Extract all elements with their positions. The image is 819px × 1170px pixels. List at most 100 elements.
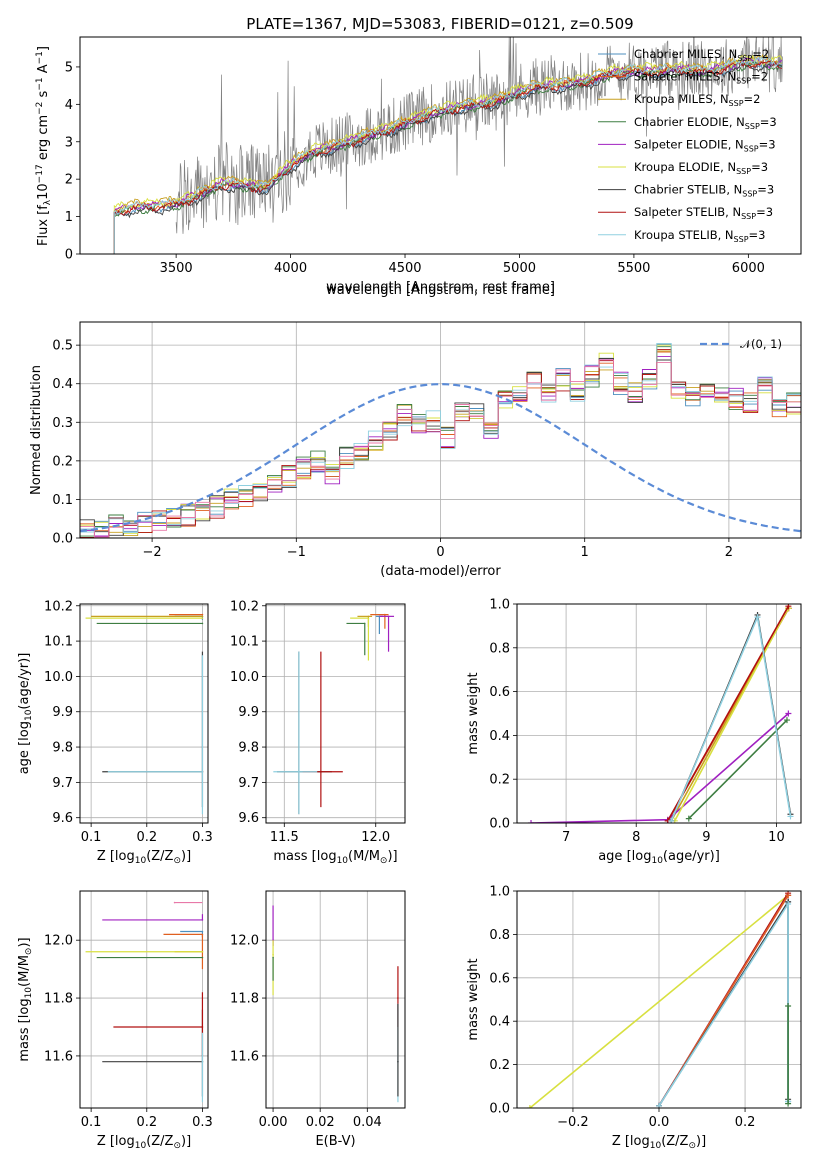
y-tick-label: 10.2 xyxy=(230,599,259,614)
panel-weight-vs-Z xyxy=(517,890,801,1109)
axes-age-vs-Z: 0.1 0.2 0.3 9.6 9.7 9.8 9.9 10.0 10.1 10.2 Z [log1… xyxy=(17,599,213,866)
errorbar-point xyxy=(272,905,274,946)
x-tick-label: 12.0 xyxy=(361,830,390,845)
y-tick-label: 1.0 xyxy=(489,885,510,900)
model-spectrum-kroupa-elodie xyxy=(113,54,783,254)
errorbar-point xyxy=(169,613,204,616)
weight-marker xyxy=(685,815,692,822)
weight-marker xyxy=(787,813,794,820)
x-tick-label: 8 xyxy=(632,830,640,845)
data-point xyxy=(272,953,274,956)
y-tick-label: 9.9 xyxy=(238,705,259,720)
y-axis-label: mass weight xyxy=(466,958,481,1040)
weight-marker xyxy=(754,614,761,621)
y-tick-label: 0.0 xyxy=(489,817,510,832)
errorbar-point xyxy=(375,615,384,635)
weight-line-chabrier-elodie xyxy=(688,719,788,820)
x-tick-label: 5500 xyxy=(617,261,650,276)
panel-age-vs-mass xyxy=(266,604,405,823)
errorbar-point xyxy=(85,950,204,953)
model-spectrum-chabrier-stelib xyxy=(113,61,783,254)
y-tick-label: 12.0 xyxy=(44,934,73,949)
axes-frame xyxy=(79,890,209,1109)
y-tick-label: 9.8 xyxy=(52,741,73,756)
x-tick-label: 0.02 xyxy=(306,1115,335,1130)
y-tick-label: 0.8 xyxy=(489,928,510,943)
x-axis-label: (data-model)/error xyxy=(380,564,501,579)
y-tick-label: 10.2 xyxy=(44,599,73,614)
panel-mass-vs-ebv xyxy=(266,891,405,1108)
y-tick-label: 0.8 xyxy=(489,641,510,656)
errorbar-point xyxy=(397,1003,399,1097)
axes-frame xyxy=(265,603,406,824)
data-point xyxy=(201,613,204,616)
axes-frame xyxy=(79,603,209,824)
panel-age-vs-Z xyxy=(80,604,208,823)
weight-marker xyxy=(783,717,790,724)
y-axis-label: age [log10(age/yr)] xyxy=(17,653,34,775)
y-tick-label: 0.1 xyxy=(52,493,73,508)
errorbar-point xyxy=(379,615,395,652)
x-tick-label: 0.3 xyxy=(192,830,213,845)
x-tick-label: 10 xyxy=(768,830,785,845)
panel-weight-vs-age xyxy=(517,603,801,824)
data-point xyxy=(397,997,399,999)
y-tick-label: 10.0 xyxy=(44,670,73,685)
spectrum-legend: Chabrier MILES, NSSP=2 Salpeter MILES, NS… xyxy=(598,47,777,244)
x-tick-label: 11.5 xyxy=(270,830,299,845)
weight-marker xyxy=(528,820,535,823)
errorbar-point xyxy=(273,651,318,815)
y-tick-label: 11.6 xyxy=(230,1049,259,1064)
residual-legend: 𝒩(0, 1) xyxy=(700,337,782,351)
y-tick-label: 0.4 xyxy=(489,729,510,744)
errorbar-point xyxy=(96,956,204,959)
plot-area-residuals xyxy=(80,342,801,538)
errorbar-point xyxy=(350,617,370,661)
weight-line-salpeter-elodie xyxy=(530,712,789,823)
y-tick-label: 0 xyxy=(65,248,73,263)
weight-marker xyxy=(785,892,792,899)
y-tick-label: 0.3 xyxy=(52,416,73,431)
data-point xyxy=(298,770,300,773)
plot-area-spectrum xyxy=(113,37,783,254)
y-tick-label: 5 xyxy=(65,60,73,75)
weight-marker xyxy=(785,710,792,717)
axes-mass-vs-Z: 0.1 0.2 0.3 11.6 11.8 12.0 Z [log10(Z/Z⊙)] mass… xyxy=(17,890,213,1151)
x-tick-label: 7 xyxy=(562,830,570,845)
legend-entry: 𝒩(0, 1) xyxy=(740,337,782,351)
model-spectrum-kroupa-stelib xyxy=(113,56,782,254)
x-tick-label: 0.2 xyxy=(136,1115,157,1130)
data-point xyxy=(363,622,366,625)
errorbar-point xyxy=(113,992,204,1056)
x-tick-label: 1 xyxy=(581,545,589,560)
legend-entry: Kroupa MILES, NSSP=2 xyxy=(634,92,760,108)
data-point xyxy=(201,930,204,933)
plot-area-age-vs-Z xyxy=(85,613,204,815)
x-axis-label: wavelength [Angstrom, rest frame] xyxy=(326,280,555,295)
plot-area-weight-vs-Z xyxy=(526,891,792,1108)
data-point xyxy=(272,956,274,959)
legend-entry: Salpeter ELODIE, NSSP=3 xyxy=(634,137,776,153)
y-tick-label: 0.0 xyxy=(489,1102,510,1117)
data-point xyxy=(397,1060,399,1063)
errorbar-point xyxy=(346,622,366,656)
y-axis-label: mass [log10(M/M⊙)] xyxy=(17,937,34,1061)
residual-histogram-chabrier-stelib xyxy=(80,358,801,536)
y-tick-label: 10.1 xyxy=(230,635,259,650)
y-tick-label: 10.0 xyxy=(230,670,259,685)
figure-title: PLATE=1367, MJD=53083, FIBERID=0121, z=0… xyxy=(246,15,633,33)
errorbar-point xyxy=(91,615,204,618)
y-tick-label: 11.8 xyxy=(230,992,259,1007)
data-point xyxy=(201,617,204,619)
axes-weight-vs-Z: −0.2 0.0 0.2 0.0 0.2 0.4 0.6 0.8 1.0 Z [log10(Z/Z… xyxy=(466,885,802,1151)
legend-entry: Chabrier STELIB, NSSP=3 xyxy=(634,183,774,199)
y-tick-label: 0.0 xyxy=(52,532,73,547)
axes-frame xyxy=(516,603,802,824)
plot-area-mass-vs-Z xyxy=(85,901,204,1103)
axes-spectrum: 3500 4000 4500 5000 5500 6000 0 1 2 3 4 5 wavelength… xyxy=(35,36,802,298)
axes-frame xyxy=(79,36,802,255)
x-tick-label: −2 xyxy=(143,545,162,560)
x-axis-label: Z [log10(Z/Z⊙)] xyxy=(97,1134,191,1151)
data-point xyxy=(201,1026,204,1028)
data-point xyxy=(201,622,204,625)
